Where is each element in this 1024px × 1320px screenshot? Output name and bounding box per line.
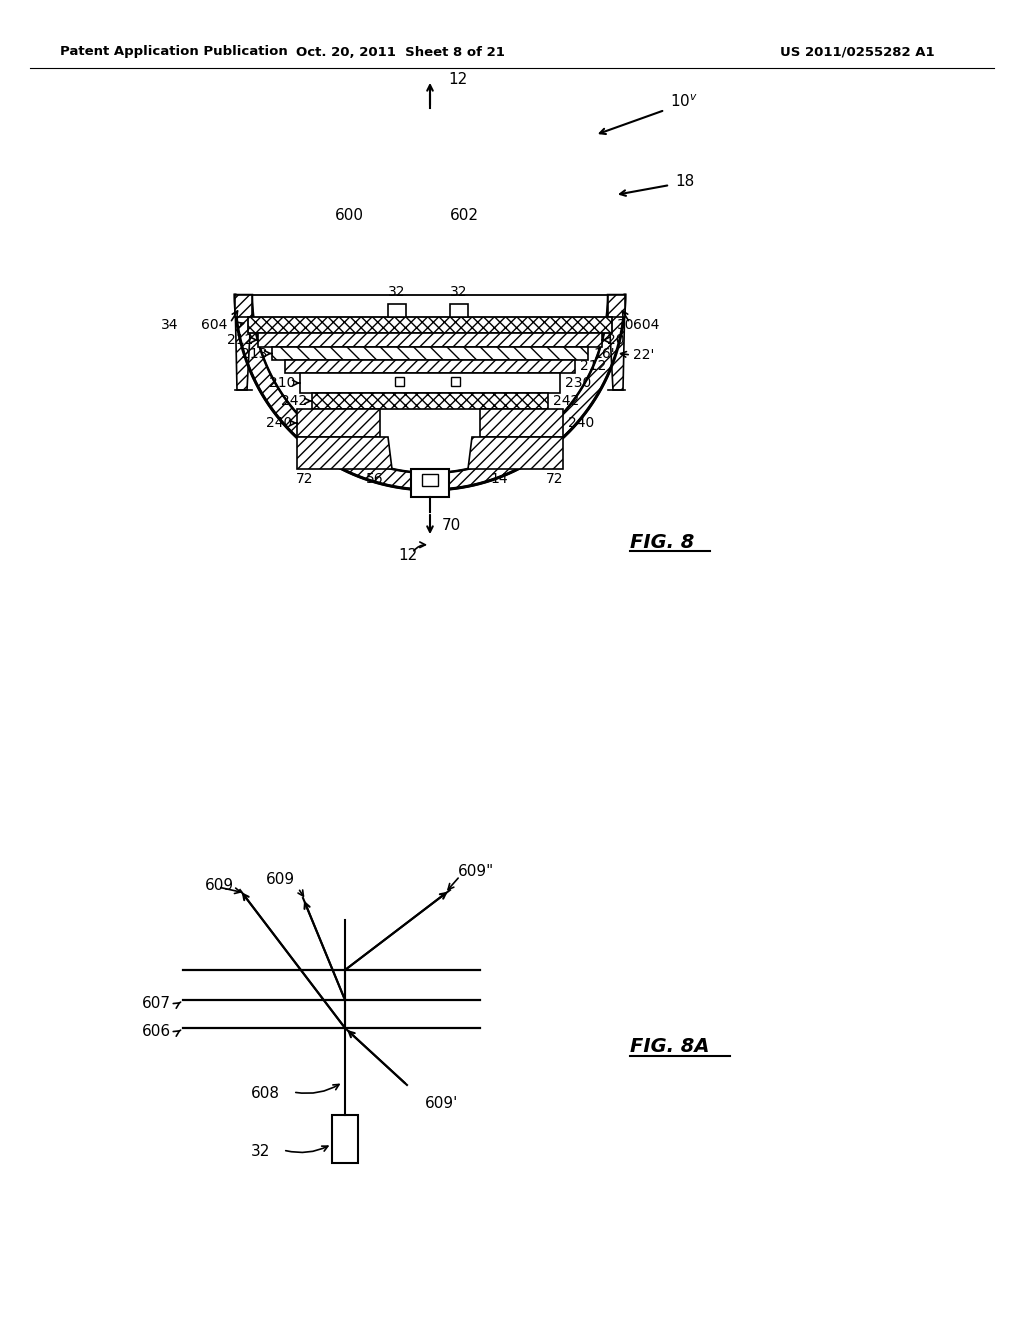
- Bar: [422, 474, 438, 486]
- Polygon shape: [608, 294, 625, 389]
- Polygon shape: [297, 437, 392, 469]
- Text: 240: 240: [568, 416, 594, 430]
- Text: FIG. 8A: FIG. 8A: [630, 1036, 710, 1056]
- Bar: [248, 317, 612, 333]
- Bar: [312, 393, 548, 409]
- Bar: [450, 304, 468, 317]
- Text: 14: 14: [490, 473, 508, 486]
- Bar: [234, 294, 252, 317]
- Text: 609: 609: [205, 878, 234, 892]
- Text: 212: 212: [580, 359, 606, 374]
- Text: 604: 604: [633, 318, 659, 333]
- Text: 10$^v$: 10$^v$: [670, 94, 698, 111]
- Bar: [608, 294, 625, 317]
- Text: 242: 242: [553, 393, 580, 408]
- Text: 210: 210: [268, 376, 295, 389]
- Text: 607: 607: [142, 995, 171, 1011]
- Text: 32: 32: [451, 285, 468, 300]
- Text: FIG. 8: FIG. 8: [630, 532, 694, 552]
- Bar: [258, 333, 602, 347]
- Text: 606: 606: [142, 1023, 171, 1039]
- Bar: [411, 469, 449, 498]
- Polygon shape: [468, 437, 563, 469]
- Bar: [332, 1115, 358, 1163]
- Text: 242: 242: [281, 393, 307, 408]
- Bar: [272, 347, 588, 360]
- Polygon shape: [234, 294, 252, 389]
- Text: 22': 22': [633, 348, 654, 362]
- Polygon shape: [297, 409, 380, 437]
- Text: 604: 604: [201, 318, 227, 333]
- Text: 56: 56: [367, 473, 384, 486]
- Text: 12: 12: [449, 73, 467, 87]
- Text: 12: 12: [398, 548, 417, 562]
- Text: 18: 18: [675, 174, 694, 190]
- Text: 609": 609": [458, 865, 495, 879]
- Polygon shape: [480, 409, 563, 437]
- Text: 72: 72: [546, 473, 564, 486]
- Text: 609: 609: [266, 873, 295, 887]
- Bar: [395, 378, 404, 385]
- Text: 16': 16': [593, 346, 614, 360]
- Text: 213: 213: [241, 346, 267, 360]
- Text: 32: 32: [388, 285, 406, 300]
- Text: 30: 30: [617, 318, 635, 333]
- Bar: [300, 374, 560, 393]
- Text: 34: 34: [161, 318, 178, 333]
- Text: 609': 609': [425, 1096, 459, 1110]
- Bar: [285, 360, 575, 374]
- Text: 212: 212: [226, 333, 253, 347]
- Polygon shape: [234, 294, 625, 490]
- Text: 600: 600: [335, 207, 364, 223]
- Text: US 2011/0255282 A1: US 2011/0255282 A1: [780, 45, 935, 58]
- Bar: [451, 378, 460, 385]
- Bar: [388, 304, 406, 317]
- Text: Oct. 20, 2011  Sheet 8 of 21: Oct. 20, 2011 Sheet 8 of 21: [296, 45, 505, 58]
- Text: 72: 72: [296, 473, 313, 486]
- Text: Patent Application Publication: Patent Application Publication: [60, 45, 288, 58]
- Text: 240: 240: [266, 416, 292, 430]
- Text: 32: 32: [251, 1144, 270, 1159]
- Text: 20: 20: [607, 333, 625, 347]
- Text: 70: 70: [442, 517, 461, 532]
- Text: 608: 608: [251, 1085, 280, 1101]
- Text: 602: 602: [450, 207, 479, 223]
- Text: 230: 230: [565, 376, 591, 389]
